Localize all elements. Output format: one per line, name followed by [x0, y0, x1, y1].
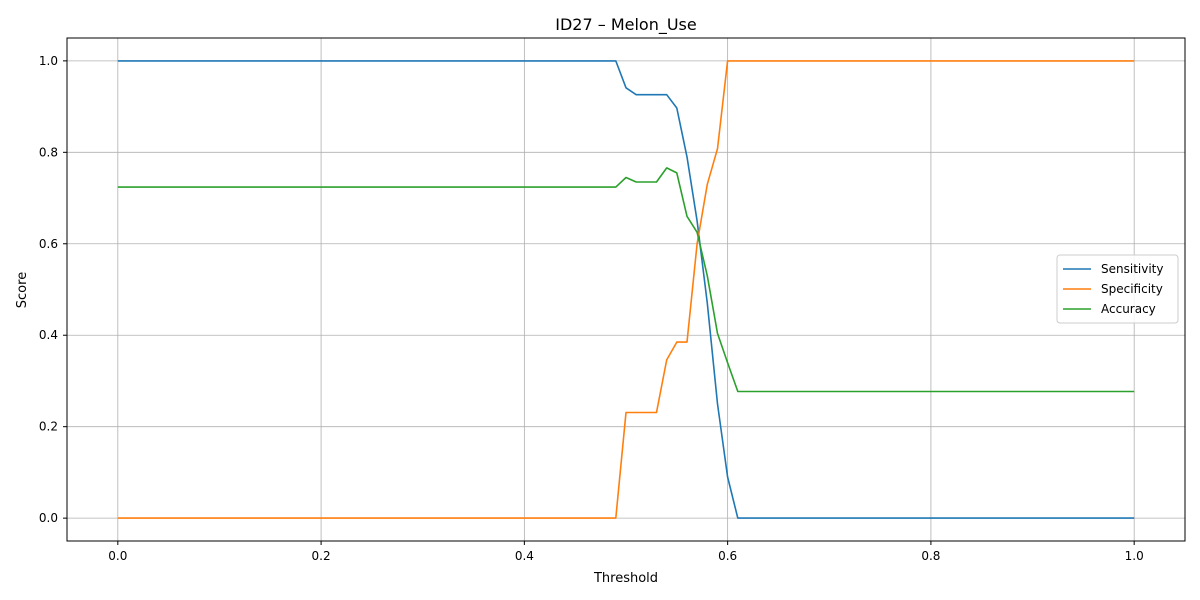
legend-box	[1056, 254, 1179, 324]
series-line-accuracy	[117, 167, 1135, 393]
y-axis-label: Score	[15, 272, 30, 308]
legend: Sensitivity Specificity Accuracy	[1056, 254, 1179, 324]
x-tick-label: 1.0	[1125, 549, 1144, 563]
y-tick-label: 0.2	[39, 420, 58, 434]
y-tick-label: 0.4	[39, 328, 58, 342]
plot-frame	[66, 37, 1186, 542]
x-tick-label: 0.6	[718, 549, 737, 563]
chart-title: ID27 – Melon_Use	[555, 15, 696, 35]
x-tick-label: 0.4	[515, 549, 534, 563]
y-tick-label: 0.0	[39, 511, 58, 525]
legend-label-specificity: Specificity	[1101, 282, 1163, 296]
y-tick-label: 0.8	[39, 145, 58, 159]
y-tick-label: 1.0	[39, 54, 58, 68]
x-tick-label: 0.8	[921, 549, 940, 563]
legend-label-accuracy: Accuracy	[1101, 302, 1156, 316]
series-line-sensitivity	[117, 60, 1135, 519]
x-axis-label: Threshold	[593, 571, 658, 586]
x-tick-label: 0.2	[312, 549, 331, 563]
axis-ticks: 0.0 0.2 0.4 0.6 0.8 1.0 0.0 0.2 0.4 0.6 0.8 1.0	[39, 54, 1144, 563]
x-tick-label: 0.0	[108, 549, 127, 563]
legend-label-sensitivity: Sensitivity	[1101, 262, 1163, 276]
series-line-specificity	[117, 60, 1135, 519]
y-tick-label: 0.6	[39, 237, 58, 251]
series-lines	[117, 60, 1135, 519]
